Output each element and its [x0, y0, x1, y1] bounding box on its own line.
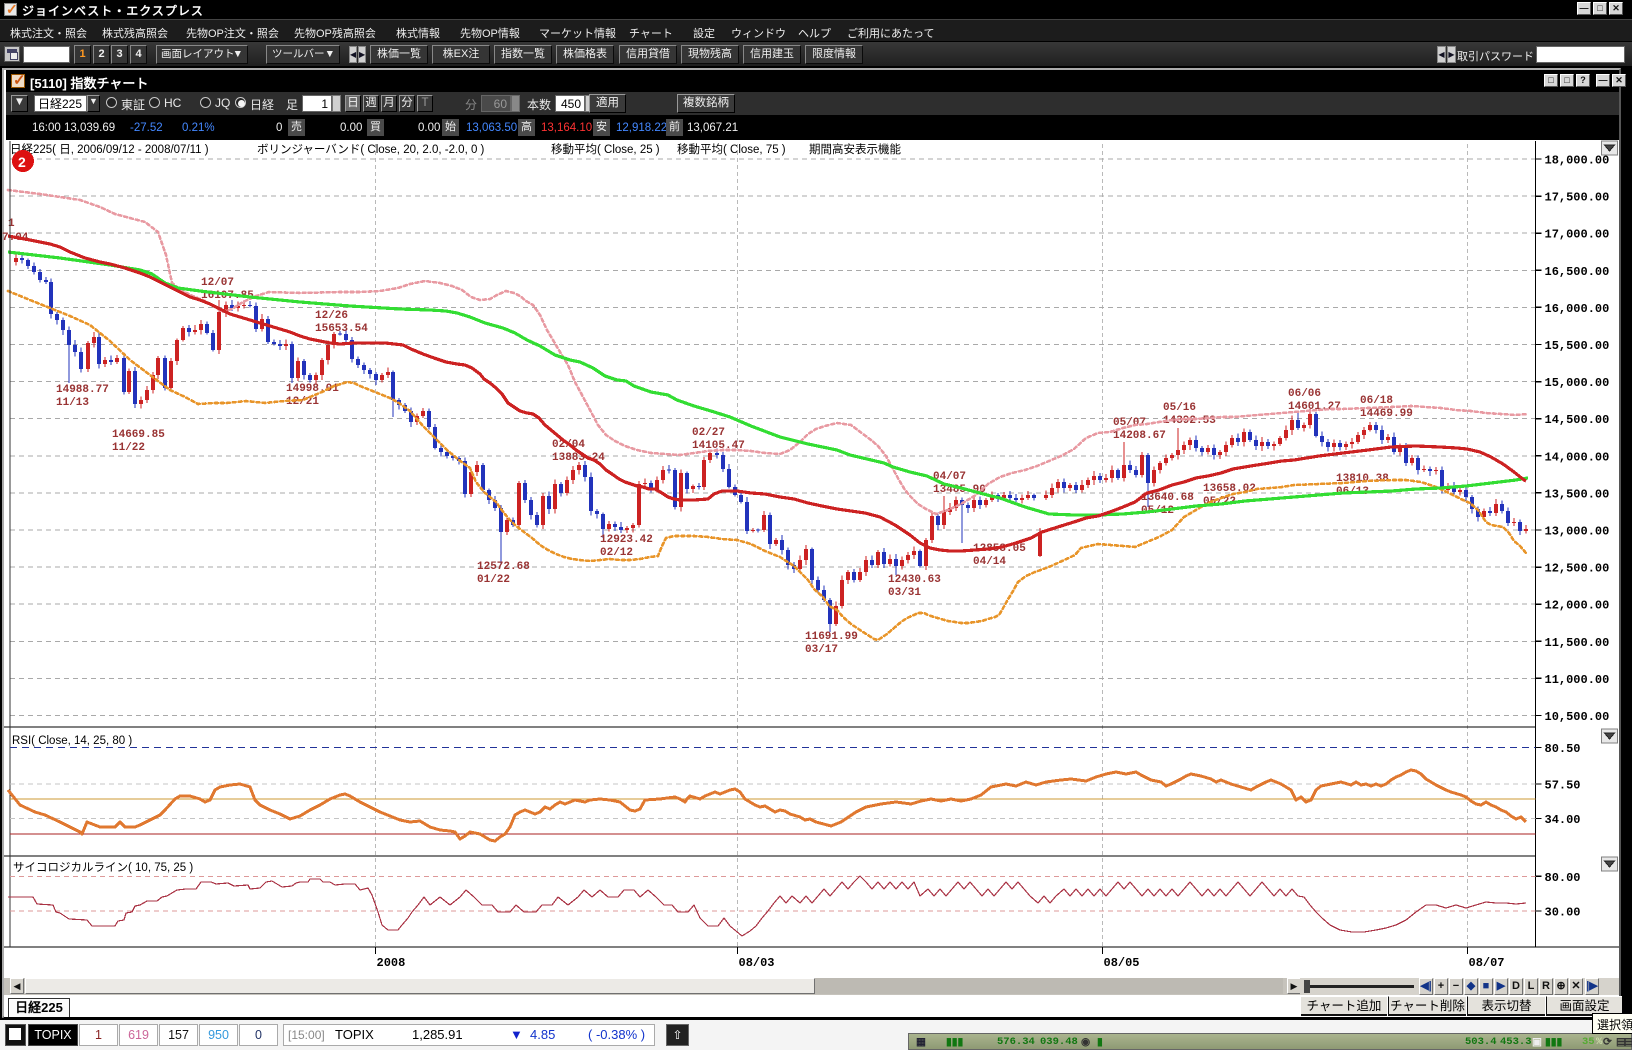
svg-text:06/06: 06/06	[1288, 388, 1321, 400]
svg-text:14469.99: 14469.99	[1360, 408, 1413, 420]
svg-text:02/12: 02/12	[600, 547, 633, 559]
svg-text:08/05: 08/05	[1104, 956, 1140, 970]
svg-text:17,000.00: 17,000.00	[1545, 228, 1610, 242]
svg-text:12858.05: 12858.05	[973, 543, 1026, 555]
svg-text:14,500.00: 14,500.00	[1545, 413, 1610, 427]
svg-text:30.00: 30.00	[1545, 906, 1581, 920]
svg-text:15,500.00: 15,500.00	[1545, 339, 1610, 353]
svg-text:06/18: 06/18	[1360, 395, 1393, 407]
svg-text:13658.02: 13658.02	[1203, 483, 1256, 495]
svg-text:2008: 2008	[377, 956, 406, 970]
svg-text:15653.54: 15653.54	[315, 323, 368, 335]
svg-text:03/31: 03/31	[888, 587, 921, 599]
svg-text:日経225( 日, 2006/09/12 - 2008/07: 日経225( 日, 2006/09/12 - 2008/07/11 )	[10, 143, 209, 156]
svg-text:14998.01: 14998.01	[286, 383, 339, 395]
svg-text:11/13: 11/13	[56, 397, 89, 409]
svg-text:移動平均( Close, 25 ): 移動平均( Close, 25 )	[551, 142, 660, 156]
svg-text:サイコロジカルライン( 10, 75, 25 ): サイコロジカルライン( 10, 75, 25 )	[13, 861, 193, 874]
svg-text:RSI( Close, 14, 25, 80 ): RSI( Close, 14, 25, 80 )	[12, 735, 132, 747]
svg-text:13883.24: 13883.24	[552, 452, 605, 464]
svg-text:16,000.00: 16,000.00	[1545, 302, 1610, 316]
svg-text:05/07: 05/07	[1113, 417, 1146, 429]
svg-text:12/21: 12/21	[286, 396, 319, 408]
svg-text:04/07: 04/07	[933, 471, 966, 483]
svg-text:13485.90: 13485.90	[933, 484, 986, 496]
svg-text:10,500.00: 10,500.00	[1545, 710, 1610, 724]
svg-text:ボリンジャーバンド( Close, 20, 2.0, -2.: ボリンジャーバンド( Close, 20, 2.0, -2.0, 0 )	[257, 143, 485, 156]
svg-text:34.00: 34.00	[1545, 813, 1581, 827]
svg-text:02/27: 02/27	[692, 427, 725, 439]
svg-text:期間高安表示機能: 期間高安表示機能	[809, 142, 901, 156]
svg-text:12572.68: 12572.68	[477, 561, 530, 573]
svg-text:18,000.00: 18,000.00	[1545, 154, 1610, 168]
svg-text:57.50: 57.50	[1545, 779, 1581, 793]
svg-text:08/07: 08/07	[1469, 956, 1505, 970]
svg-text:12,000.00: 12,000.00	[1545, 599, 1610, 613]
svg-text:01/22: 01/22	[477, 574, 510, 586]
svg-text:12430.63: 12430.63	[888, 574, 941, 586]
svg-text:11,000.00: 11,000.00	[1545, 673, 1610, 687]
svg-text:80.00: 80.00	[1545, 871, 1581, 885]
svg-text:14,000.00: 14,000.00	[1545, 450, 1610, 464]
svg-text:1: 1	[8, 218, 15, 230]
svg-text:14988.77: 14988.77	[56, 384, 109, 396]
svg-text:13,000.00: 13,000.00	[1545, 525, 1610, 539]
svg-text:14669.85: 14669.85	[112, 429, 165, 441]
svg-text:移動平均( Close, 75 ): 移動平均( Close, 75 )	[677, 142, 786, 156]
svg-text:11,500.00: 11,500.00	[1545, 636, 1610, 650]
svg-text:04/14: 04/14	[973, 556, 1006, 568]
svg-text:11/22: 11/22	[112, 442, 145, 454]
svg-text:12/07: 12/07	[201, 277, 234, 289]
svg-text:08/03: 08/03	[739, 956, 775, 970]
svg-text:14105.47: 14105.47	[692, 440, 745, 452]
svg-text:16,500.00: 16,500.00	[1545, 265, 1610, 279]
svg-text:05/16: 05/16	[1163, 402, 1196, 414]
svg-text:03/17: 03/17	[805, 644, 838, 656]
svg-text:12923.42: 12923.42	[600, 534, 653, 546]
svg-text:13640.68: 13640.68	[1141, 492, 1194, 504]
svg-text:15,000.00: 15,000.00	[1545, 376, 1610, 390]
svg-text:11691.99: 11691.99	[805, 631, 858, 643]
svg-text:13,500.00: 13,500.00	[1545, 487, 1610, 501]
svg-text:14208.67: 14208.67	[1113, 430, 1166, 442]
svg-text:12/26: 12/26	[315, 310, 348, 322]
svg-text:2: 2	[18, 154, 26, 170]
svg-text:12,500.00: 12,500.00	[1545, 562, 1610, 576]
svg-text:17,500.00: 17,500.00	[1545, 191, 1610, 205]
svg-text:13810.38: 13810.38	[1336, 473, 1389, 485]
svg-text:80.50: 80.50	[1545, 742, 1581, 756]
